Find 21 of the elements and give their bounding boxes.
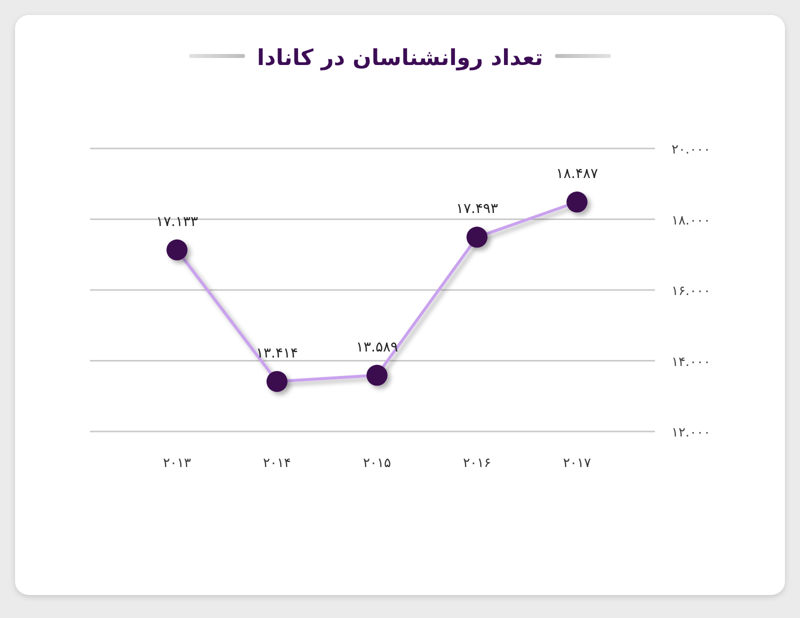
y-tick-label: ۲۰.۰۰۰ <box>671 142 711 158</box>
title: تعداد روانشناسان در کانادا <box>257 46 543 71</box>
point <box>266 370 288 392</box>
y-tick-label: ۱۲.۰۰۰ <box>671 426 711 440</box>
point <box>166 239 188 260</box>
data-label: ۱۳.۴۱۴ <box>256 345 298 362</box>
point <box>566 192 588 213</box>
x-tick-label: ۲۰۱۵ <box>363 456 391 471</box>
data-label: ۱۷.۱۳۳ <box>156 214 198 230</box>
point <box>366 364 388 386</box>
y-tick-label: ۱۴.۰۰۰ <box>671 354 711 370</box>
y-tick-label: ۱۶.۰۰۰ <box>671 284 711 299</box>
x-tick-label: ۲۰۱۳ <box>163 456 191 471</box>
data-label: ۱۳.۵۸۹ <box>356 339 398 356</box>
data-label: ۱۸.۴۸۷ <box>556 166 598 182</box>
x-tick-label: ۲۰۱۴ <box>263 456 291 471</box>
data-label: ۱۷.۴۹۳ <box>456 201 498 218</box>
y-tick-label: ۱۸.۰۰۰ <box>671 213 711 228</box>
x-tick-label: ۲۰۱۶ <box>463 456 491 471</box>
x-tick-label: ۲۰۱۷ <box>563 456 591 471</box>
point <box>466 226 488 248</box>
